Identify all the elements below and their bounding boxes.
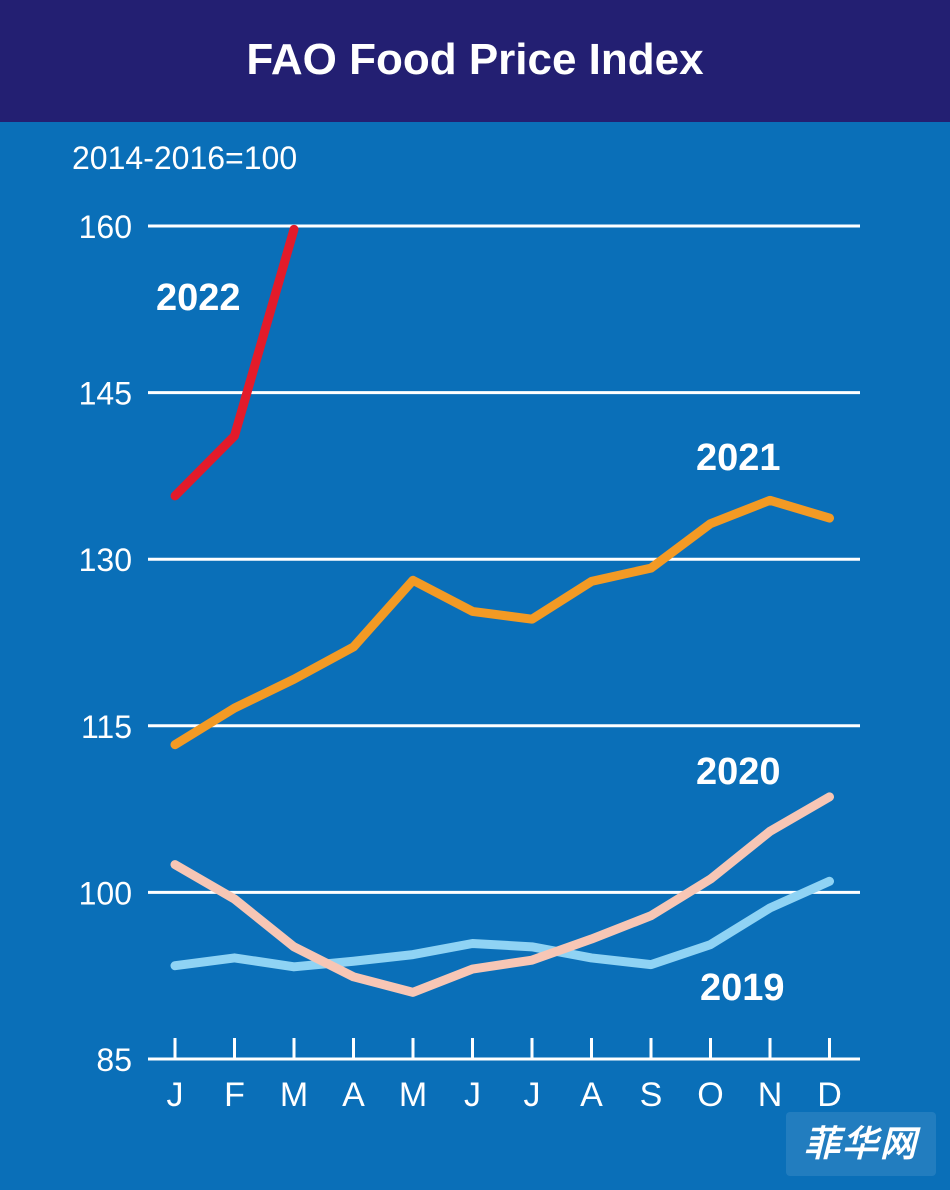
watermark-text: 菲华网 xyxy=(803,1123,918,1164)
x-tick-label: A xyxy=(342,1076,365,1114)
series-label-2022: 2022 xyxy=(156,277,241,319)
x-tick-label: D xyxy=(817,1076,842,1114)
y-tick-label: 160 xyxy=(79,209,132,245)
x-tick-label: N xyxy=(758,1076,783,1114)
y-tick-label: 85 xyxy=(96,1042,132,1078)
series-labels: 2022 2021 2020 2019 xyxy=(156,277,785,1009)
series-line-2019 xyxy=(170,876,834,972)
x-tick-label: M xyxy=(399,1076,427,1114)
y-tick-label: 130 xyxy=(79,542,132,578)
x-tick-label: J xyxy=(167,1076,184,1114)
series-line-2020 xyxy=(170,792,834,997)
y-tick-label: 145 xyxy=(79,376,132,412)
series-line-2021 xyxy=(170,495,834,750)
x-tick-label: O xyxy=(697,1076,723,1114)
y-tick-label: 115 xyxy=(81,709,132,745)
x-tick-label: M xyxy=(280,1076,308,1114)
x-tick-label: J xyxy=(464,1076,481,1114)
y-axis-tick-labels: 85 100 115 130 145 160 xyxy=(79,209,132,1078)
chart-title: FAO Food Price Index xyxy=(246,35,704,84)
x-tick-label: S xyxy=(640,1076,663,1114)
y-tick-label: 100 xyxy=(79,875,132,911)
x-tick-label: A xyxy=(580,1076,603,1114)
watermark-logo: 菲华网 xyxy=(786,1112,936,1176)
x-tick-label: J xyxy=(524,1076,541,1114)
series-line-2022 xyxy=(170,224,299,501)
x-tick-label: F xyxy=(224,1076,245,1114)
base-period-note: 2014-2016=100 xyxy=(72,140,298,176)
series-label-2020: 2020 xyxy=(696,751,781,793)
gridlines xyxy=(148,224,860,1061)
title-bar: FAO Food Price Index xyxy=(0,0,950,122)
series-label-2021: 2021 xyxy=(696,437,781,479)
series-lines xyxy=(170,224,834,997)
series-label-2019: 2019 xyxy=(700,967,785,1009)
